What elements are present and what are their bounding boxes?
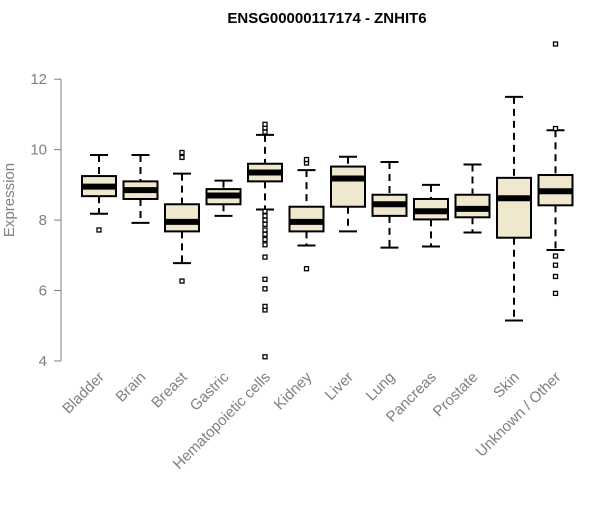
outlier-point [552,262,559,268]
category-label: Lung [363,369,399,405]
outlier-point [179,149,185,156]
box-layer [81,41,574,360]
y-tick-label: 4 [39,353,47,370]
outlier-point [96,227,102,233]
outlier-point [262,221,268,227]
box-group [330,155,366,233]
outlier-point [262,208,268,214]
y-tick-label: 6 [39,283,47,300]
category-label: Brain [113,369,150,406]
category-label: Prostate [430,369,482,421]
box-group [371,160,408,249]
outlier-point [552,125,559,132]
category-label: Breast [148,368,191,411]
box-group [454,163,491,234]
outlier-point [303,156,310,163]
outlier-point [262,227,268,233]
box-group [537,41,574,297]
outlier-point [552,290,559,297]
outlier-point [262,242,268,248]
outlier-point [552,253,559,259]
outlier-point [262,213,268,219]
outlier-point [262,254,268,260]
box-group [288,156,325,272]
iqr-box [164,203,200,233]
y-tick-label: 12 [30,71,47,88]
box-group [164,149,200,284]
category-label: Kidney [271,368,316,413]
box-group [247,121,283,360]
outlier-point [262,231,268,237]
y-axis: 4 6 8 10 12 [30,71,62,370]
iqr-box [330,165,366,208]
box-group [205,179,242,217]
outlier-point [179,278,185,284]
outlier-point [552,41,559,47]
outlier-point [262,236,268,243]
y-tick-label: 10 [30,142,47,159]
box-group [496,95,532,322]
outlier-point [262,303,268,310]
outlier-point [179,154,185,161]
outlier-point [303,266,310,272]
outlier-point [552,273,559,280]
outlier-point [262,276,268,282]
box-group [413,183,449,248]
chart-title: ENSG00000117174 - ZNHIT6 [227,10,426,27]
outlier-point [262,286,268,292]
outlier-point [262,354,268,360]
iqr-box [496,176,532,239]
box-group [122,153,159,224]
category-label: Bladder [59,369,108,418]
category-label: Skin [490,369,523,402]
outlier-point [262,217,268,223]
outlier-point [262,129,268,135]
outlier-point [262,121,268,127]
y-axis-title: Expression [1,163,18,237]
box-group [81,153,117,233]
y-tick-label: 8 [39,212,47,229]
category-label: Liver [322,369,357,404]
